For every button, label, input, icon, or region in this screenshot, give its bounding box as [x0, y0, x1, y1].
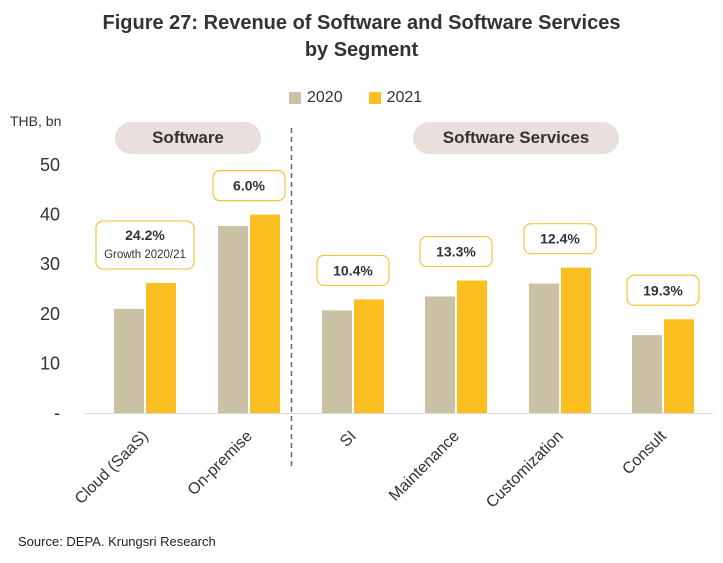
y-tick-label: 40 — [40, 205, 60, 225]
growth-callout-consult — [626, 274, 700, 306]
source-note: Source: DEPA. Krungsri Research — [18, 534, 216, 549]
x-tick-label-customization: Customization — [483, 428, 567, 512]
y-tick-label: 20 — [40, 304, 60, 324]
growth-callout-si — [316, 254, 390, 287]
bar-on-premise-2020 — [218, 226, 248, 413]
bar-customization-2020 — [529, 283, 559, 413]
y-tick-label: 10 — [40, 353, 60, 373]
legend: 2020 2021 — [289, 89, 448, 107]
growth-subtext: Growth 2020/21 — [104, 249, 186, 261]
bar-on-premise-2021 — [250, 214, 280, 413]
x-tick-label-on-premise: On-premise — [185, 428, 256, 499]
growth-callout-customization — [523, 223, 597, 255]
bar-customization-2021 — [561, 267, 591, 413]
chart-title-line-1: Figure 27: Revenue of Software and Softw… — [102, 12, 621, 34]
growth-callout-on-premise — [212, 170, 286, 202]
growth-callout-cloud-saas — [95, 220, 195, 270]
growth-value-cloud-saas: 24.2% — [125, 227, 165, 243]
legend-label-2021: 2021 — [386, 89, 423, 106]
x-tick-label-si: SI — [337, 428, 360, 451]
y-tick-label: - — [54, 403, 60, 423]
bar-si-2020 — [322, 310, 352, 413]
legend-item-2021: 2021 — [368, 89, 423, 107]
y-tick-label: 50 — [40, 155, 60, 175]
bar-maintenance-2021 — [457, 280, 487, 413]
x-tick-label-consult: Consult — [619, 427, 670, 478]
legend-item-2020: 2020 — [289, 89, 343, 107]
legend-swatch-2020 — [289, 92, 301, 104]
legend-label-2020: 2020 — [307, 89, 343, 106]
x-tick-label-cloud-saas: Cloud (SaaS) — [72, 428, 152, 508]
bar-maintenance-2020 — [425, 296, 455, 413]
bar-si-2021 — [354, 299, 384, 413]
growth-value-on-premise: 6.0% — [233, 178, 265, 194]
bar-consult-2021 — [664, 319, 694, 413]
growth-value-maintenance: 13.3% — [436, 244, 476, 260]
x-tick-label-maintenance: Maintenance — [386, 428, 463, 505]
growth-value-si: 10.4% — [333, 262, 373, 278]
group-label-software-services: Software Services — [413, 122, 619, 154]
bar-consult-2020 — [632, 335, 662, 413]
growth-value-consult: 19.3% — [643, 282, 683, 298]
bar-cloud-saas-2021 — [146, 283, 176, 413]
legend-swatch-2021 — [368, 92, 381, 104]
growth-value-customization: 12.4% — [540, 231, 580, 247]
bar-cloud-saas-2020 — [114, 308, 144, 413]
y-axis-label: THB, bn — [10, 113, 62, 129]
growth-callout-maintenance — [419, 235, 493, 268]
group-label-software: Software — [115, 122, 261, 154]
chart-title-line-2: by Segment — [304, 39, 419, 61]
chart-title: Figure 27: Revenue of Software and Softw… — [0, 10, 723, 64]
y-tick-label: 30 — [40, 254, 60, 274]
